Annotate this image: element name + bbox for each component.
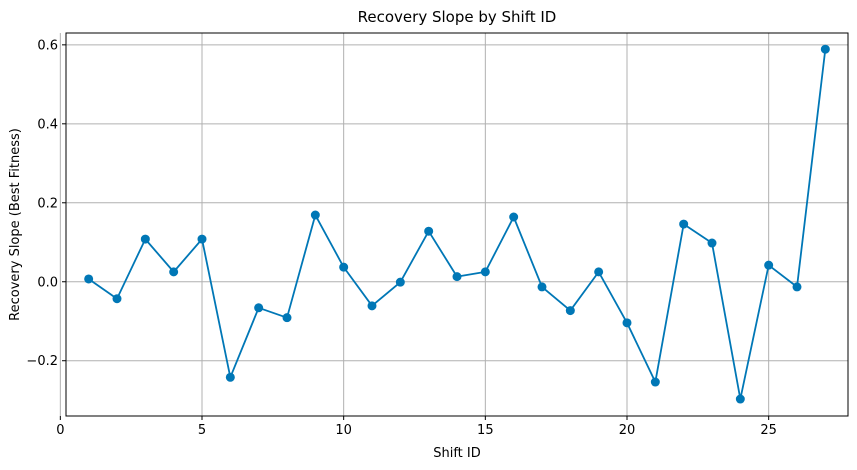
- data-point: [480, 267, 490, 277]
- x-tick-label: 0: [56, 423, 64, 438]
- axis-ticks: 0 5 10 15 20 25 −0.2 0.0 0.2 0.4 0.6: [26, 38, 777, 438]
- data-point: [424, 226, 434, 236]
- grid-lines: [59, 33, 848, 416]
- plot-frame: [65, 32, 849, 417]
- data-point: [254, 303, 264, 313]
- data-series: [84, 44, 830, 404]
- data-point: [565, 306, 575, 316]
- data-point: [707, 238, 717, 248]
- data-point: [537, 282, 547, 292]
- data-point: [792, 282, 802, 292]
- data-point: [197, 234, 207, 244]
- x-tick-label: 10: [335, 423, 352, 438]
- x-tick-label: 25: [760, 423, 777, 438]
- y-tick-label: 0.4: [37, 117, 58, 132]
- y-tick-label: 0.2: [37, 196, 58, 211]
- y-tick-label: −0.2: [26, 354, 58, 369]
- data-point: [650, 377, 660, 387]
- x-tick-label: 5: [198, 423, 206, 438]
- data-point: [764, 260, 774, 270]
- data-point: [367, 301, 377, 311]
- y-axis-label: Recovery Slope (Best Fitness): [8, 128, 23, 321]
- data-point: [820, 44, 830, 54]
- data-point: [84, 274, 94, 284]
- data-point: [112, 294, 122, 304]
- data-point: [169, 267, 179, 277]
- data-point: [452, 272, 462, 282]
- data-point: [282, 313, 292, 323]
- chart-title: Recovery Slope by Shift ID: [358, 8, 557, 26]
- data-point: [679, 219, 689, 229]
- data-point: [622, 318, 632, 328]
- x-axis-label: Shift ID: [433, 446, 481, 461]
- x-tick-label: 15: [477, 423, 494, 438]
- data-point: [735, 394, 745, 404]
- data-point: [509, 212, 519, 222]
- data-point: [594, 267, 604, 277]
- y-tick-label: 0.0: [37, 275, 58, 290]
- y-tick-label: 0.6: [37, 38, 58, 53]
- data-point: [395, 277, 405, 287]
- data-point: [310, 210, 320, 220]
- x-tick-label: 20: [619, 423, 636, 438]
- data-point: [225, 372, 235, 382]
- data-point: [140, 234, 150, 244]
- data-point: [339, 262, 349, 272]
